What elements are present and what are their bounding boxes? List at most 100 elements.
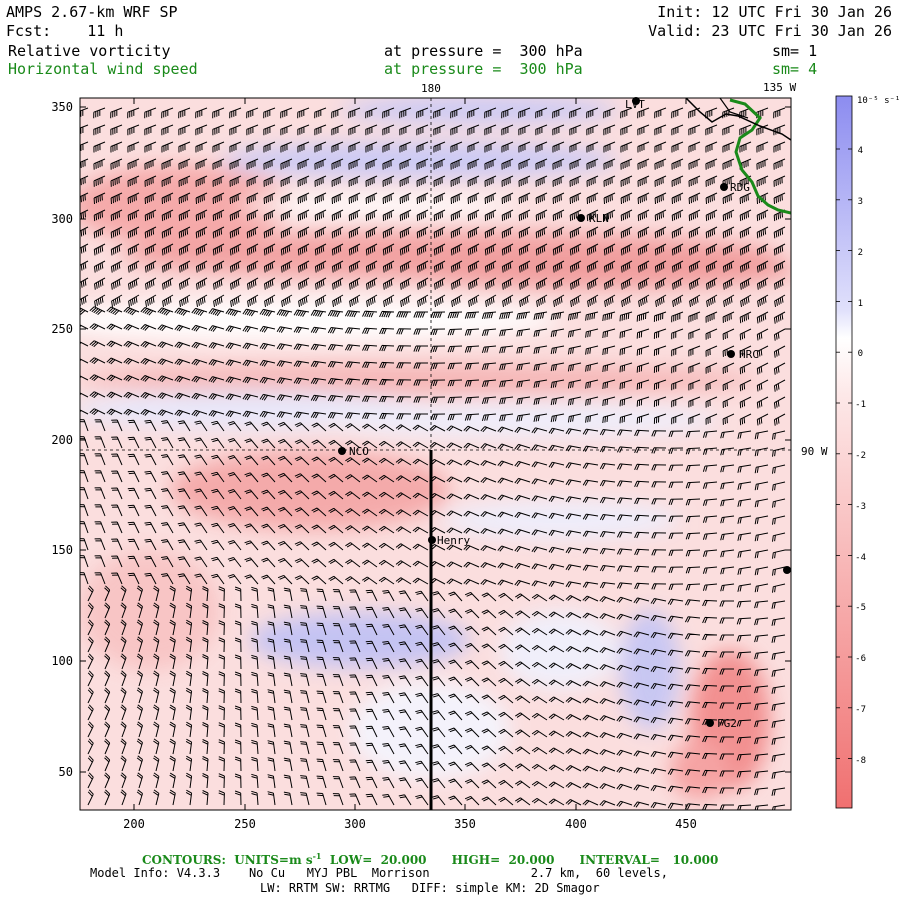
wind-barb: [756, 311, 769, 324]
station-marker-nco[interactable]: [338, 447, 346, 455]
wind-barb: [93, 124, 106, 136]
wind-barb: [480, 426, 497, 433]
wind-barb: [365, 623, 378, 636]
wind-barb: [396, 396, 412, 403]
wind-barb: [585, 413, 599, 423]
station-marker-fg2[interactable]: [706, 719, 714, 727]
wind-barb: [161, 226, 174, 239]
wind-barb: [382, 158, 395, 170]
wind-barb: [316, 775, 327, 789]
wind-barb: [111, 487, 123, 500]
wind-barb: [531, 678, 548, 687]
wind-barb: [413, 396, 428, 403]
wind-barb: [225, 325, 242, 333]
wind-barb: [739, 311, 752, 324]
wind-barb: [110, 209, 123, 222]
wind-barb: [80, 572, 89, 585]
wind-barb: [127, 555, 140, 568]
wind-barb: [447, 311, 463, 319]
wind-barb: [535, 158, 548, 170]
wind-barb: [80, 487, 89, 500]
wind-barb: [212, 192, 225, 205]
wind-barb: [620, 192, 633, 205]
station-marker-kln[interactable]: [577, 214, 585, 222]
wind-barb: [227, 574, 242, 585]
wind-barb: [297, 107, 310, 119]
wind-barb: [706, 294, 718, 307]
wind-barb: [569, 141, 582, 153]
wind-barb: [772, 464, 786, 474]
wind-barb: [316, 639, 327, 653]
wind-barb: [447, 328, 463, 336]
wind-barb: [485, 294, 497, 307]
wind-barb: [349, 606, 361, 619]
wind-barb: [567, 413, 582, 423]
wind-barb: [153, 636, 160, 653]
wind-barb: [463, 527, 480, 534]
wind-barb: [599, 766, 616, 773]
wind-barb: [446, 578, 463, 585]
wind-barb: [739, 192, 752, 205]
wind-barb: [552, 175, 565, 187]
wind-barb: [773, 345, 786, 358]
station-marker-hrc[interactable]: [727, 350, 735, 358]
wind-barb: [378, 525, 395, 534]
wind-barb: [185, 738, 193, 755]
wind-barb: [515, 763, 531, 772]
wind-barb: [399, 124, 412, 136]
wind-barb: [756, 209, 769, 222]
wind-barb: [229, 209, 242, 222]
wind-barb: [234, 637, 242, 653]
wind-barb: [87, 670, 94, 687]
wind-barb: [705, 413, 718, 425]
wind-barb: [484, 260, 497, 273]
wind-barb: [80, 107, 89, 117]
wind-barb: [688, 396, 701, 408]
wind-barb: [362, 378, 378, 386]
wind-barb: [671, 413, 684, 425]
wind-barb: [365, 260, 378, 273]
wind-barb: [586, 243, 599, 256]
wind-barb: [468, 294, 480, 307]
station-marker-lvt[interactable]: [632, 97, 640, 105]
station-marker-henry[interactable]: [428, 536, 436, 544]
wind-barb: [161, 124, 174, 136]
station-marker-edge[interactable]: [783, 566, 791, 574]
wind-barb: [412, 492, 429, 500]
wind-barb: [314, 175, 327, 187]
wind-barb: [719, 617, 734, 624]
wind-barb: [120, 585, 127, 602]
wind-barb: [464, 379, 480, 387]
wind-barb: [94, 521, 106, 534]
station-marker-rdg[interactable]: [720, 183, 728, 191]
wind-barb: [310, 326, 327, 334]
wind-barb: [668, 498, 684, 505]
wind-barb: [634, 446, 650, 454]
wind-barb: [671, 124, 684, 136]
wind-barb: [314, 124, 327, 136]
wind-barb: [552, 260, 565, 273]
wind-barb: [548, 563, 565, 570]
wind-barb: [202, 654, 209, 670]
wind-barb: [667, 785, 684, 792]
wind-barb: [382, 107, 395, 119]
wind-barb: [516, 413, 531, 422]
wind-barb: [654, 243, 667, 256]
wind-barb: [106, 306, 123, 316]
wind-barb: [653, 379, 667, 390]
field1-smooth: sm= 1: [772, 42, 818, 60]
wind-barb: [348, 158, 361, 170]
wind-barb: [565, 595, 582, 602]
wind-barb: [127, 226, 140, 239]
wind-barb: [332, 294, 344, 307]
wind-barb: [497, 528, 514, 535]
wind-barb: [379, 327, 395, 335]
wind-barb: [739, 175, 752, 187]
wind-barb: [550, 328, 565, 338]
wind-barb: [450, 226, 463, 239]
wind-barb: [178, 107, 191, 119]
wind-barb: [518, 158, 531, 170]
wind-barb: [535, 209, 548, 222]
wind-barb: [637, 107, 650, 119]
